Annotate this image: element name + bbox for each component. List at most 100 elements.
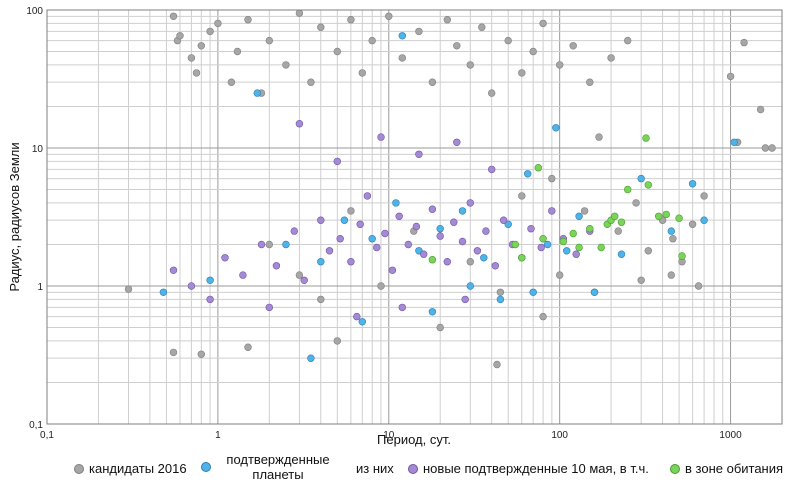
legend: кандидаты 2016 подтвержденные планеты из…	[0, 448, 800, 486]
legend-swatch-candidates	[74, 463, 84, 474]
candidates-point	[124, 285, 133, 293]
candidates-point	[539, 19, 547, 28]
x-tick-label: 1000	[719, 430, 742, 441]
legend-item-new-confirmed: новые подтвержденные 10 мая, в т.ч.	[408, 461, 649, 476]
new-confirmed-point	[272, 262, 281, 270]
new-confirmed-point	[206, 295, 214, 304]
confirmed-point	[730, 138, 738, 147]
candidates-point	[632, 199, 640, 207]
new-confirmed-point	[363, 192, 372, 200]
candidates-point	[466, 61, 474, 69]
confirmed-point	[688, 180, 697, 188]
new-confirmed-point	[412, 222, 421, 231]
candidates-point	[761, 144, 770, 152]
candidates-point	[496, 288, 505, 296]
candidates-point	[347, 16, 355, 24]
candidates-point	[740, 38, 748, 47]
new-confirmed-point	[356, 220, 364, 229]
new-confirmed-point	[458, 237, 467, 246]
new-confirmed-point	[353, 312, 361, 321]
confirmed-point	[436, 225, 444, 233]
candidates-point	[187, 54, 196, 62]
candidates-point	[333, 47, 341, 56]
candidates-point	[368, 36, 376, 45]
candidates-point	[555, 61, 564, 69]
candidates-point	[453, 42, 461, 50]
candidates-point	[548, 174, 556, 183]
new-confirmed-point	[491, 262, 499, 270]
confirmed-point	[700, 216, 708, 224]
candidates-point	[768, 144, 776, 152]
candidates-point	[478, 23, 486, 31]
candidates-point	[197, 350, 206, 358]
x-tick-label: 1	[215, 430, 221, 441]
habitable-zone-point	[662, 210, 670, 219]
new-confirmed-point	[548, 207, 556, 215]
candidates-point	[358, 69, 366, 77]
legend-item-confirmed: подтвержденные планеты	[201, 452, 340, 482]
new-confirmed-point	[450, 218, 458, 226]
new-confirmed-point	[420, 250, 428, 258]
habitable-zone-point	[654, 212, 663, 221]
new-confirmed-point	[537, 243, 545, 252]
confirmed-point	[552, 124, 560, 132]
legend-swatch-confirmed	[201, 462, 211, 472]
confirmed-point	[562, 247, 571, 255]
new-confirmed-point	[317, 216, 325, 224]
candidates-point	[488, 89, 496, 97]
candidates-point	[347, 207, 355, 215]
candidates-point	[227, 78, 236, 86]
candidates-point	[282, 61, 290, 69]
candidates-point	[694, 282, 703, 290]
candidates-point	[265, 240, 273, 249]
new-confirmed-point	[290, 227, 298, 235]
candidates-point	[518, 192, 526, 200]
habitable-zone-point	[678, 252, 686, 260]
candidates-point	[197, 42, 206, 50]
habitable-zone-point	[586, 225, 594, 233]
confirmed-point	[617, 250, 626, 258]
candidates-point	[539, 312, 547, 321]
legend-label-confirmed: подтвержденные планеты	[226, 452, 330, 482]
candidates-point	[169, 12, 178, 20]
confirmed-point	[159, 288, 168, 296]
habitable-zone-point	[575, 243, 583, 252]
new-confirmed-point	[415, 150, 423, 159]
new-confirmed-point	[482, 227, 490, 235]
legend-label-habitable-zone: в зоне обитания	[685, 461, 784, 476]
habitable-zone-point	[675, 214, 683, 222]
habitable-zone-point	[428, 256, 437, 264]
habitable-zone-point	[539, 235, 547, 243]
candidates-point	[623, 36, 632, 45]
new-confirmed-point	[169, 266, 178, 274]
confirmed-point	[496, 295, 505, 304]
candidates-point	[466, 258, 474, 266]
candidates-point	[206, 27, 214, 36]
new-confirmed-point	[325, 247, 334, 255]
confirmed-point	[206, 276, 214, 284]
candidates-point	[377, 282, 385, 290]
candidates-point	[555, 271, 564, 279]
legend-swatch-new-confirmed	[408, 463, 418, 474]
candidates-point	[586, 78, 594, 86]
new-confirmed-point	[221, 254, 229, 262]
legend-item-of-them: из них	[356, 461, 394, 476]
legend-item-habitable-zone: в зоне обитания	[670, 461, 783, 476]
candidates-point	[700, 192, 708, 200]
confirmed-point	[358, 318, 366, 326]
confirmed-point	[523, 170, 532, 178]
new-confirmed-point	[404, 240, 412, 249]
candidates-point	[756, 105, 765, 114]
new-confirmed-point	[488, 165, 496, 174]
legend-item-candidates: кандидаты 2016	[74, 461, 187, 476]
plot-area-border	[46, 9, 783, 425]
habitable-zone-point	[644, 181, 652, 189]
candidates-point	[569, 42, 577, 50]
candidates-point	[398, 54, 406, 62]
candidates-point	[428, 78, 437, 86]
habitable-zone-point	[511, 240, 519, 249]
legend-label-candidates: кандидаты 2016	[89, 461, 187, 476]
new-confirmed-point	[443, 258, 451, 266]
x-axis-title: Период, сут.	[377, 432, 451, 447]
new-confirmed-point	[473, 247, 482, 255]
